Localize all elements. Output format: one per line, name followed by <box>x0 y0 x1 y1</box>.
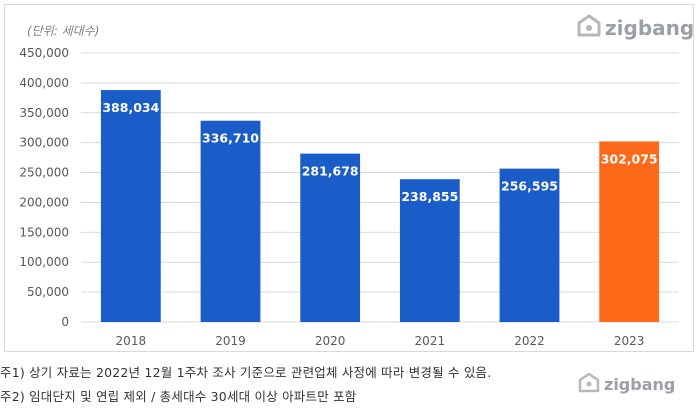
zigbang-house-logo-icon <box>577 14 601 37</box>
x-tick-label: 2018 <box>116 334 147 348</box>
y-tick-label: 0 <box>61 315 69 329</box>
data-label: 281,678 <box>302 164 359 179</box>
zigbang-logo: zigbang <box>577 14 693 40</box>
y-tick-label: 200,000 <box>19 195 69 209</box>
watermark-logo: zigbang <box>578 372 675 394</box>
y-tick-label: 400,000 <box>19 76 69 90</box>
data-label: 388,034 <box>102 100 159 115</box>
y-tick-label: 350,000 <box>19 106 69 120</box>
brand-name: zigbang <box>605 16 693 40</box>
y-tick-label: 300,000 <box>19 136 69 150</box>
watermark-brand-name: zigbang <box>604 375 675 394</box>
bar <box>499 168 560 322</box>
data-label: 238,855 <box>401 189 458 204</box>
x-tick-label: 2020 <box>315 334 346 348</box>
x-tick-label: 2023 <box>614 334 645 348</box>
bar <box>100 90 161 322</box>
x-tick-label: 2021 <box>415 334 446 348</box>
x-tick-label: 2019 <box>215 334 246 348</box>
data-label: 256,595 <box>501 179 558 194</box>
data-label: 336,710 <box>202 131 259 146</box>
y-tick-label: 100,000 <box>19 255 69 269</box>
bar <box>300 153 361 322</box>
y-tick-label: 250,000 <box>19 166 69 180</box>
data-label: 302,075 <box>601 151 658 166</box>
bar <box>200 120 261 322</box>
footnote-2: 주2) 임대단지 및 연립 제외 / 총세대수 30세대 이상 아파트만 포함 <box>0 389 357 404</box>
zigbang-house-logo-icon <box>578 372 600 393</box>
bar <box>599 141 660 322</box>
y-tick-label: 50,000 <box>27 285 69 299</box>
footnote-1: 주1) 상기 자료는 2022년 12월 1주차 조사 기준으로 관련업체 사정… <box>0 365 492 380</box>
x-tick-label: 2022 <box>514 334 545 348</box>
chart-frame: (단위: 세대수) zigbang 0 50,000 100,000 150,000 2… <box>4 4 694 352</box>
bar <box>399 179 460 322</box>
y-tick-label: 150,000 <box>19 225 69 239</box>
y-tick-label: 450,000 <box>19 46 69 60</box>
unit-label: (단위: 세대수) <box>27 24 99 38</box>
bar-chart: (단위: 세대수) zigbang 0 50,000 100,000 150,000 2… <box>19 14 693 348</box>
